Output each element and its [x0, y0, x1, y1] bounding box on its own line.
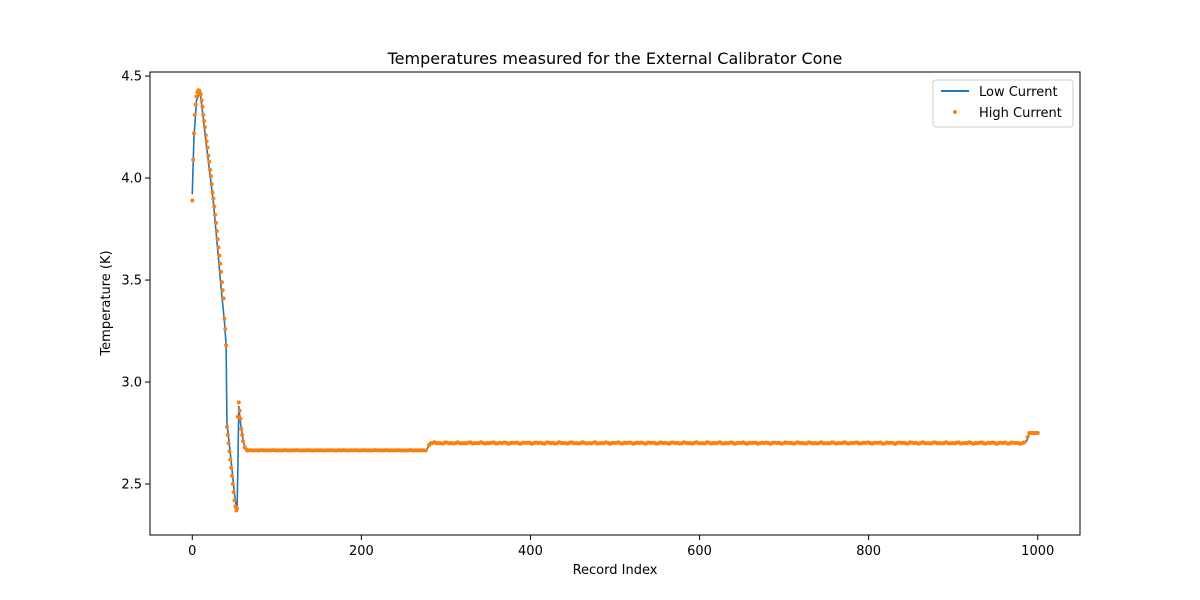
- data-point-high-current: [202, 118, 207, 123]
- data-point-high-current: [199, 98, 204, 103]
- y-tick-label: 3.5: [121, 274, 142, 289]
- data-point-high-current: [215, 237, 220, 242]
- data-point-high-current: [238, 416, 243, 421]
- y-tick-label: 4.0: [121, 172, 142, 187]
- x-tick-label: 400: [518, 544, 543, 559]
- data-point-high-current: [223, 327, 228, 331]
- legend: Low Current High Current: [932, 79, 1074, 128]
- y-tick-label: 4.5: [121, 70, 142, 85]
- data-point-high-current: [203, 133, 208, 138]
- y-axis: 2.5 3.0 3.5 4.0 4.5: [121, 70, 150, 493]
- data-point-high-current: [206, 153, 211, 158]
- legend-swatch-high-current: [953, 110, 957, 114]
- data-point-high-current: [228, 457, 233, 462]
- x-axis-label: Record Index: [573, 563, 658, 578]
- data-point-high-current: [232, 498, 237, 503]
- data-point-high-current: [423, 448, 428, 453]
- data-point-high-current: [210, 190, 215, 195]
- data-point-high-current: [192, 112, 197, 117]
- x-tick-label: 600: [687, 544, 712, 559]
- data-point-high-current: [220, 288, 225, 293]
- x-tick-label: 1000: [1021, 544, 1054, 559]
- data-point-high-current: [231, 490, 236, 495]
- data-point-high-current: [230, 473, 235, 478]
- x-tick-label: 200: [349, 544, 374, 559]
- data-point-high-current: [191, 131, 196, 136]
- data-point-high-current: [227, 449, 232, 454]
- data-point-high-current: [205, 145, 210, 150]
- data-point-high-current: [194, 94, 199, 99]
- legend-label-low-current: Low Current: [979, 85, 1058, 100]
- data-point-high-current: [225, 433, 230, 438]
- x-tick-label: 0: [188, 544, 196, 559]
- data-point-high-current: [1035, 431, 1040, 436]
- data-point-high-current: [219, 280, 224, 285]
- x-tick-label: 800: [856, 544, 881, 559]
- data-point-high-current: [204, 139, 209, 144]
- y-axis-label: Temperature (K): [99, 250, 114, 356]
- data-point-high-current: [224, 343, 229, 348]
- data-point-high-current: [208, 167, 213, 172]
- data-point-high-current: [216, 245, 221, 250]
- data-point-high-current: [193, 102, 198, 107]
- data-point-high-current: [198, 92, 203, 97]
- data-point-high-current: [200, 104, 205, 109]
- data-point-high-current: [224, 424, 229, 429]
- data-point-high-current: [191, 157, 196, 162]
- data-point-high-current: [202, 125, 207, 130]
- data-point-high-current: [218, 261, 223, 266]
- data-point-high-current: [235, 506, 240, 511]
- data-point-high-current: [241, 439, 245, 444]
- data-point-high-current: [213, 220, 218, 225]
- legend-label-high-current: High Current: [979, 106, 1062, 121]
- data-point-high-current: [211, 196, 216, 201]
- data-point-high-current: [207, 159, 212, 164]
- data-point-high-current: [208, 174, 213, 179]
- data-point-high-current: [219, 269, 224, 274]
- data-point-high-current: [214, 229, 219, 234]
- data-point-high-current: [226, 441, 231, 446]
- data-point-high-current: [240, 433, 245, 438]
- data-point-high-current: [229, 465, 234, 470]
- plot-frame: [149, 71, 1081, 536]
- plot-series: [190, 88, 1040, 513]
- data-point-high-current: [239, 426, 244, 431]
- y-tick-label: 3.0: [121, 376, 142, 391]
- data-point-high-current: [212, 204, 217, 209]
- data-point-high-current: [237, 408, 242, 413]
- data-point-high-current: [190, 198, 195, 203]
- y-tick-label: 2.5: [121, 478, 142, 493]
- data-point-high-current: [213, 212, 218, 217]
- data-point-high-current: [221, 296, 226, 301]
- data-point-high-current: [217, 253, 222, 258]
- data-point-high-current: [230, 482, 235, 487]
- data-point-high-current: [201, 112, 206, 117]
- data-point-high-current: [1022, 440, 1027, 445]
- data-point-high-current: [209, 182, 214, 187]
- chart-title: Temperatures measured for the External C…: [387, 49, 843, 68]
- data-point-high-current: [236, 400, 241, 405]
- data-point-high-current: [1025, 435, 1030, 440]
- data-point-high-current: [222, 316, 227, 321]
- x-axis: 0 200 400 600 800 1000: [188, 535, 1054, 559]
